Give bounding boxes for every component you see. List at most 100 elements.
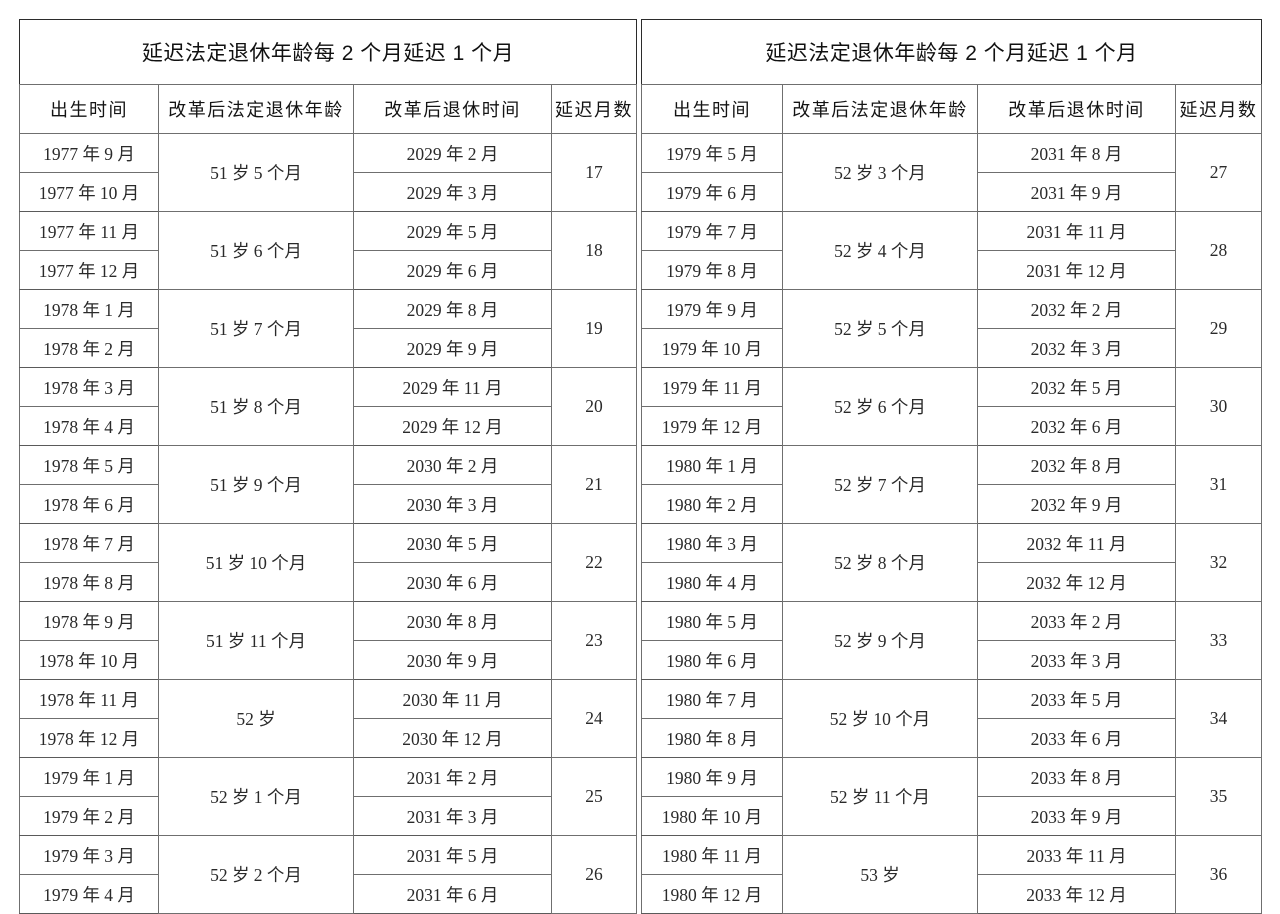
table-row: 1980 年 9 月 52 岁 11 个月 2033 年 8 月 35 <box>641 757 1263 836</box>
cell-birth-date: 1979 年 7 月 <box>641 211 783 251</box>
table-row: 1980 年 6 月 2033 年 3 月 <box>641 640 1262 680</box>
cell-retirement-date: 2030 年 9 月 <box>353 640 552 680</box>
cell-birth-date: 1979 年 2 月 <box>19 796 159 836</box>
cell-delay-months: 20 <box>550 367 638 446</box>
cell-birth-date: 1978 年 2 月 <box>19 328 159 368</box>
table-row: 1979 年 1 月 52 岁 1 个月 2031 年 2 月 25 <box>19 757 638 836</box>
cell-birth-date: 1978 年 7 月 <box>19 523 159 563</box>
cell-retirement-age: 52 岁 1 个月 <box>158 757 354 836</box>
cell-retirement-age: 52 岁 2 个月 <box>158 835 354 914</box>
table-row: 1979 年 2 月 2031 年 3 月 <box>19 796 637 836</box>
table-row: 1978 年 12 月 2030 年 12 月 <box>19 718 637 758</box>
cell-birth-date: 1979 年 1 月 <box>19 757 159 797</box>
col-header-delay-months: 延迟月数 <box>1174 84 1263 134</box>
table-row: 1980 年 5 月 52 岁 9 个月 2033 年 2 月 33 <box>641 601 1263 680</box>
cell-retirement-date: 2030 年 8 月 <box>353 601 552 641</box>
cell-retirement-date: 2029 年 3 月 <box>353 172 552 212</box>
cell-birth-date: 1978 年 9 月 <box>19 601 159 641</box>
cell-retirement-age: 52 岁 9 个月 <box>782 601 978 680</box>
cell-birth-date: 1977 年 12 月 <box>19 250 159 290</box>
cell-birth-date: 1977 年 11 月 <box>19 211 159 251</box>
table-row: 1977 年 9 月 51 岁 5 个月 2029 年 2 月 17 <box>19 133 638 212</box>
cell-delay-months: 17 <box>550 133 638 212</box>
cell-birth-date: 1979 年 10 月 <box>641 328 783 368</box>
table-row: 1980 年 12 月 2033 年 12 月 <box>641 874 1262 914</box>
right-title-row: 延迟法定退休年龄每 2 个月延迟 1 个月 <box>641 19 1262 85</box>
cell-retirement-date: 2029 年 12 月 <box>353 406 552 446</box>
cell-delay-months: 36 <box>1174 835 1263 914</box>
cell-retirement-date: 2032 年 2 月 <box>977 289 1176 329</box>
cell-retirement-age: 51 岁 10 个月 <box>158 523 354 602</box>
cell-retirement-age: 51 岁 9 个月 <box>158 445 354 524</box>
cell-retirement-age: 51 岁 6 个月 <box>158 211 354 290</box>
cell-retirement-age: 52 岁 4 个月 <box>782 211 978 290</box>
cell-birth-date: 1979 年 5 月 <box>641 133 783 173</box>
cell-retirement-date: 2032 年 3 月 <box>977 328 1176 368</box>
cell-retirement-date: 2029 年 5 月 <box>353 211 552 251</box>
cell-retirement-date: 2029 年 6 月 <box>353 250 552 290</box>
table-row: 1979 年 9 月 52 岁 5 个月 2032 年 2 月 29 <box>641 289 1263 368</box>
col-header-retire-age: 改革后法定退休年龄 <box>158 84 354 134</box>
left-table-body: 1977 年 9 月 51 岁 5 个月 2029 年 2 月 17 1977 年 10… <box>19 133 638 914</box>
cell-birth-date: 1980 年 12 月 <box>641 874 783 914</box>
cell-birth-date: 1978 年 8 月 <box>19 562 159 602</box>
cell-birth-date: 1980 年 10 月 <box>641 796 783 836</box>
cell-retirement-date: 2029 年 9 月 <box>353 328 552 368</box>
cell-birth-date: 1980 年 6 月 <box>641 640 783 680</box>
cell-birth-date: 1977 年 10 月 <box>19 172 159 212</box>
table-row: 1978 年 6 月 2030 年 3 月 <box>19 484 637 524</box>
col-header-retire-date: 改革后退休时间 <box>977 84 1176 134</box>
table-row: 1979 年 5 月 52 岁 3 个月 2031 年 8 月 27 <box>641 133 1263 212</box>
cell-retirement-age: 51 岁 5 个月 <box>158 133 354 212</box>
cell-delay-months: 18 <box>550 211 638 290</box>
cell-birth-date: 1979 年 11 月 <box>641 367 783 407</box>
cell-retirement-date: 2031 年 11 月 <box>977 211 1176 251</box>
cell-retirement-date: 2033 年 6 月 <box>977 718 1176 758</box>
retirement-table-left: 延迟法定退休年龄每 2 个月延迟 1 个月 出生时间 改革后法定退休年龄 改革后… <box>19 19 638 914</box>
table-row: 1980 年 4 月 2032 年 12 月 <box>641 562 1262 602</box>
cell-delay-months: 30 <box>1174 367 1263 446</box>
col-header-retire-age: 改革后法定退休年龄 <box>782 84 978 134</box>
table-row: 1978 年 4 月 2029 年 12 月 <box>19 406 637 446</box>
cell-retirement-date: 2030 年 11 月 <box>353 679 552 719</box>
cell-retirement-date: 2032 年 9 月 <box>977 484 1176 524</box>
cell-birth-date: 1978 年 3 月 <box>19 367 159 407</box>
cell-retirement-date: 2031 年 6 月 <box>353 874 552 914</box>
cell-retirement-date: 2030 年 3 月 <box>353 484 552 524</box>
table-row: 1977 年 12 月 2029 年 6 月 <box>19 250 637 290</box>
cell-retirement-date: 2031 年 3 月 <box>353 796 552 836</box>
cell-retirement-date: 2030 年 2 月 <box>353 445 552 485</box>
cell-retirement-age: 52 岁 6 个月 <box>782 367 978 446</box>
table-row: 1979 年 3 月 52 岁 2 个月 2031 年 5 月 26 <box>19 835 638 914</box>
left-table-title: 延迟法定退休年龄每 2 个月延迟 1 个月 <box>19 19 637 85</box>
cell-birth-date: 1978 年 10 月 <box>19 640 159 680</box>
cell-birth-date: 1980 年 8 月 <box>641 718 783 758</box>
table-row: 1979 年 8 月 2031 年 12 月 <box>641 250 1262 290</box>
table-row: 1978 年 3 月 51 岁 8 个月 2029 年 11 月 20 <box>19 367 638 446</box>
cell-retirement-date: 2033 年 2 月 <box>977 601 1176 641</box>
cell-delay-months: 22 <box>550 523 638 602</box>
cell-retirement-date: 2033 年 8 月 <box>977 757 1176 797</box>
table-row: 1977 年 10 月 2029 年 3 月 <box>19 172 637 212</box>
cell-retirement-age: 53 岁 <box>782 835 978 914</box>
cell-birth-date: 1979 年 8 月 <box>641 250 783 290</box>
left-table-container: 延迟法定退休年龄每 2 个月延迟 1 个月 出生时间 改革后法定退休年龄 改革后… <box>19 19 638 914</box>
cell-retirement-date: 2032 年 8 月 <box>977 445 1176 485</box>
table-row: 1980 年 7 月 52 岁 10 个月 2033 年 5 月 34 <box>641 679 1263 758</box>
cell-retirement-age: 51 岁 8 个月 <box>158 367 354 446</box>
right-table-container: 延迟法定退休年龄每 2 个月延迟 1 个月 出生时间 改革后法定退休年龄 改革后… <box>641 19 1263 914</box>
cell-retirement-date: 2031 年 9 月 <box>977 172 1176 212</box>
table-row: 1979 年 7 月 52 岁 4 个月 2031 年 11 月 28 <box>641 211 1263 290</box>
retirement-table-right: 延迟法定退休年龄每 2 个月延迟 1 个月 出生时间 改革后法定退休年龄 改革后… <box>641 19 1263 914</box>
cell-birth-date: 1980 年 5 月 <box>641 601 783 641</box>
table-row: 1978 年 1 月 51 岁 7 个月 2029 年 8 月 19 <box>19 289 638 368</box>
cell-delay-months: 25 <box>550 757 638 836</box>
cell-retirement-date: 2031 年 2 月 <box>353 757 552 797</box>
cell-retirement-date: 2031 年 12 月 <box>977 250 1176 290</box>
cell-delay-months: 19 <box>550 289 638 368</box>
cell-retirement-date: 2030 年 6 月 <box>353 562 552 602</box>
cell-delay-months: 35 <box>1174 757 1263 836</box>
cell-birth-date: 1978 年 6 月 <box>19 484 159 524</box>
cell-retirement-date: 2031 年 5 月 <box>353 835 552 875</box>
cell-birth-date: 1978 年 1 月 <box>19 289 159 329</box>
